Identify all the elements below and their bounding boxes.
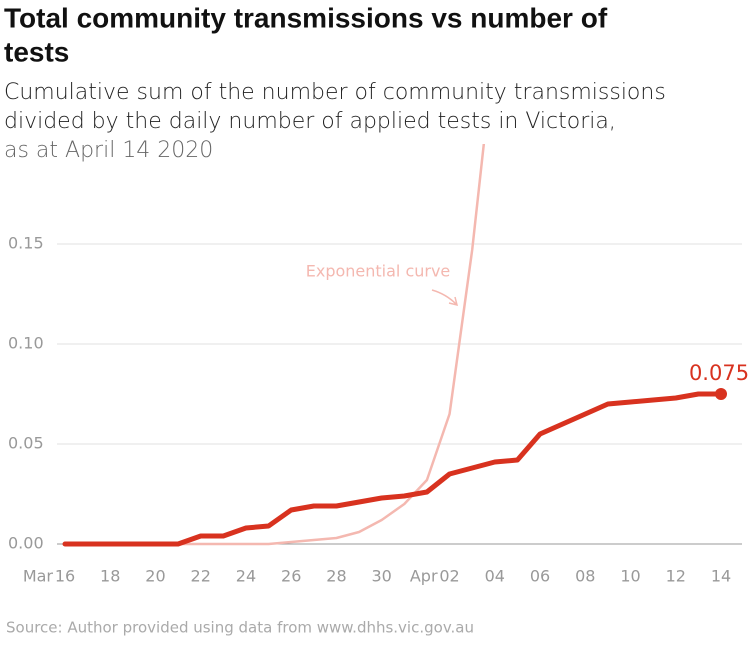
source: Source: Author provided using data from …: [6, 619, 474, 637]
x-tick-label: 20: [145, 567, 165, 586]
x-tick-label: 10: [620, 567, 640, 586]
chart-title: tests: [4, 36, 69, 67]
x-tick-label: 24: [236, 567, 256, 586]
x-tick-label: 26: [281, 567, 301, 586]
x-tick-label: 18: [100, 567, 120, 586]
y-tick-label: 0.00: [8, 534, 44, 553]
chart-title: Total community transmissions vs number …: [4, 2, 608, 33]
x-tick-label: 30: [372, 567, 392, 586]
series-line: [62, 391, 724, 547]
x-tick-label: 04: [485, 567, 505, 586]
plot: [62, 144, 724, 547]
y-tick-label: 0.15: [8, 234, 44, 253]
month-label: Apr: [410, 567, 438, 586]
subtitle: as at April 14 2020: [4, 138, 213, 163]
x-tick-label: 16: [55, 567, 75, 586]
month-label: Mar: [23, 567, 54, 586]
subtitle: divided by the daily number of applied t…: [4, 109, 616, 134]
x-tick-label: 28: [326, 567, 346, 586]
x-tick-label: 02: [439, 567, 459, 586]
x-tick-label: 12: [666, 567, 686, 586]
x-tick-label: 08: [575, 567, 595, 586]
x-tick-label: 22: [191, 567, 211, 586]
subtitle: Cumulative sum of the number of communit…: [4, 80, 666, 105]
y-tick-label: 0.10: [8, 334, 44, 353]
x-tick-label: 14: [711, 567, 731, 586]
annotation-arrow: [431, 289, 459, 307]
x-tick-label: 06: [530, 567, 550, 586]
y-tick-label: 0.05: [8, 434, 44, 453]
annotation: Exponential curve: [306, 262, 451, 281]
end-point: [715, 388, 727, 400]
value-label: 0.075: [689, 361, 749, 385]
